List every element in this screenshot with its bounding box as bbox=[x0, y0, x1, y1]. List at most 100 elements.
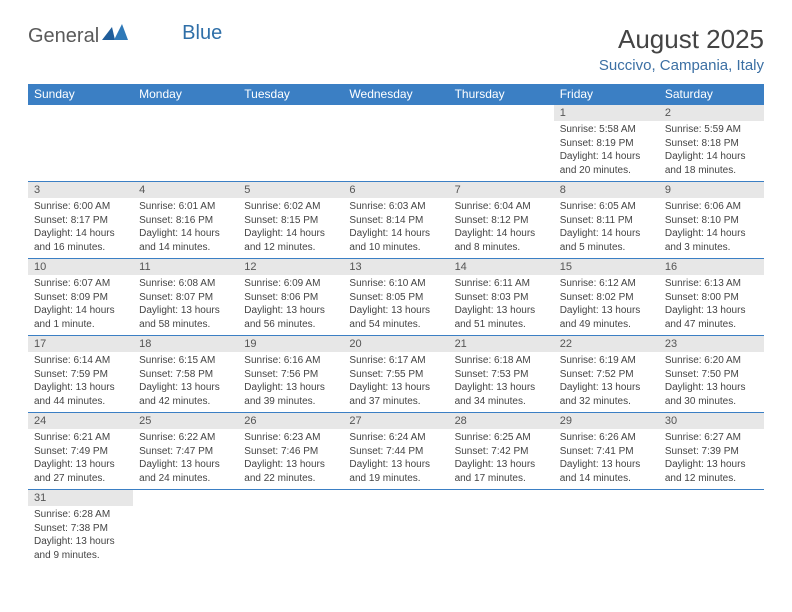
day-detail-cell: Sunrise: 6:23 AMSunset: 7:46 PMDaylight:… bbox=[238, 429, 343, 490]
day-detail-line: Sunrise: 6:23 AM bbox=[244, 431, 337, 445]
day-detail-line: and 14 minutes. bbox=[560, 472, 653, 486]
day-detail-line: Sunrise: 6:03 AM bbox=[349, 200, 442, 214]
day-detail-line: Sunrise: 5:59 AM bbox=[665, 123, 758, 137]
day-detail-line: and 14 minutes. bbox=[139, 241, 232, 255]
day-detail-cell: Sunrise: 6:24 AMSunset: 7:44 PMDaylight:… bbox=[343, 429, 448, 490]
day-detail-line: Sunset: 7:46 PM bbox=[244, 445, 337, 459]
logo-text-2: Blue bbox=[182, 22, 222, 45]
day-detail-line: and 44 minutes. bbox=[34, 395, 127, 409]
week-daynum-row: 3456789 bbox=[28, 182, 764, 199]
day-detail-line: Sunset: 7:47 PM bbox=[139, 445, 232, 459]
day-detail-line: Daylight: 14 hours bbox=[139, 227, 232, 241]
day-detail-line: Sunrise: 6:11 AM bbox=[455, 277, 548, 291]
day-detail-line: Sunrise: 6:12 AM bbox=[560, 277, 653, 291]
day-detail-line: Daylight: 13 hours bbox=[139, 304, 232, 318]
day-number-cell: 24 bbox=[28, 413, 133, 430]
day-number-cell: 4 bbox=[133, 182, 238, 199]
day-detail-line: Daylight: 13 hours bbox=[455, 304, 548, 318]
day-detail-cell: Sunrise: 6:20 AMSunset: 7:50 PMDaylight:… bbox=[659, 352, 764, 413]
day-detail-line: Sunrise: 6:22 AM bbox=[139, 431, 232, 445]
day-detail-line: Sunrise: 6:20 AM bbox=[665, 354, 758, 368]
day-detail-line: and 12 minutes. bbox=[665, 472, 758, 486]
day-detail-cell: Sunrise: 6:22 AMSunset: 7:47 PMDaylight:… bbox=[133, 429, 238, 490]
day-number-cell: 9 bbox=[659, 182, 764, 199]
day-number-cell: 25 bbox=[133, 413, 238, 430]
title-block: August 2025 Succivo, Campania, Italy bbox=[599, 24, 764, 74]
day-detail-line: and 37 minutes. bbox=[349, 395, 442, 409]
day-detail-line: Sunrise: 6:06 AM bbox=[665, 200, 758, 214]
day-detail-cell: Sunrise: 6:08 AMSunset: 8:07 PMDaylight:… bbox=[133, 275, 238, 336]
day-detail-cell bbox=[238, 506, 343, 566]
day-number-cell: 27 bbox=[343, 413, 448, 430]
day-number-cell bbox=[133, 105, 238, 122]
day-detail-line: Sunrise: 6:18 AM bbox=[455, 354, 548, 368]
day-detail-line: Sunset: 8:18 PM bbox=[665, 137, 758, 151]
day-detail-line: Sunrise: 6:09 AM bbox=[244, 277, 337, 291]
day-number-cell bbox=[133, 490, 238, 507]
day-detail-line: and 3 minutes. bbox=[665, 241, 758, 255]
day-detail-cell: Sunrise: 6:14 AMSunset: 7:59 PMDaylight:… bbox=[28, 352, 133, 413]
day-detail-line: Sunset: 7:42 PM bbox=[455, 445, 548, 459]
day-number-cell: 26 bbox=[238, 413, 343, 430]
day-detail-line: Daylight: 13 hours bbox=[665, 381, 758, 395]
day-detail-line: Sunrise: 6:08 AM bbox=[139, 277, 232, 291]
day-detail-line: Daylight: 14 hours bbox=[349, 227, 442, 241]
day-detail-line: Sunset: 8:05 PM bbox=[349, 291, 442, 305]
day-detail-cell: Sunrise: 6:03 AMSunset: 8:14 PMDaylight:… bbox=[343, 198, 448, 259]
day-detail-line: Sunrise: 6:16 AM bbox=[244, 354, 337, 368]
day-number-cell: 3 bbox=[28, 182, 133, 199]
day-detail-line: Daylight: 13 hours bbox=[349, 381, 442, 395]
day-number-cell: 19 bbox=[238, 336, 343, 353]
day-detail-line: Daylight: 13 hours bbox=[349, 458, 442, 472]
day-detail-line: Sunset: 7:39 PM bbox=[665, 445, 758, 459]
day-detail-line: Sunrise: 6:02 AM bbox=[244, 200, 337, 214]
day-detail-cell: Sunrise: 6:16 AMSunset: 7:56 PMDaylight:… bbox=[238, 352, 343, 413]
day-number-cell: 17 bbox=[28, 336, 133, 353]
day-number-cell: 31 bbox=[28, 490, 133, 507]
day-detail-line: and 32 minutes. bbox=[560, 395, 653, 409]
day-detail-line: and 20 minutes. bbox=[560, 164, 653, 178]
week-detail-row: Sunrise: 6:28 AMSunset: 7:38 PMDaylight:… bbox=[28, 506, 764, 566]
day-detail-line: Sunrise: 6:19 AM bbox=[560, 354, 653, 368]
day-detail-line: Sunrise: 6:01 AM bbox=[139, 200, 232, 214]
day-detail-line: Daylight: 14 hours bbox=[560, 150, 653, 164]
day-number-cell: 12 bbox=[238, 259, 343, 276]
day-detail-line: Sunset: 8:14 PM bbox=[349, 214, 442, 228]
day-number-cell bbox=[449, 490, 554, 507]
page-title: August 2025 bbox=[599, 24, 764, 55]
day-detail-line: Daylight: 13 hours bbox=[244, 381, 337, 395]
day-detail-line: Sunrise: 6:10 AM bbox=[349, 277, 442, 291]
day-number-cell bbox=[343, 105, 448, 122]
day-detail-line: Sunrise: 6:26 AM bbox=[560, 431, 653, 445]
day-detail-line: Sunset: 7:41 PM bbox=[560, 445, 653, 459]
day-detail-cell bbox=[133, 121, 238, 182]
day-detail-cell: Sunrise: 6:06 AMSunset: 8:10 PMDaylight:… bbox=[659, 198, 764, 259]
day-detail-line: Sunset: 8:16 PM bbox=[139, 214, 232, 228]
day-number-cell bbox=[554, 490, 659, 507]
day-detail-line: Daylight: 13 hours bbox=[455, 458, 548, 472]
day-detail-line: and 10 minutes. bbox=[349, 241, 442, 255]
day-detail-line: and 47 minutes. bbox=[665, 318, 758, 332]
week-detail-row: Sunrise: 6:00 AMSunset: 8:17 PMDaylight:… bbox=[28, 198, 764, 259]
col-monday: Monday bbox=[133, 84, 238, 105]
day-detail-line: Sunset: 7:52 PM bbox=[560, 368, 653, 382]
day-detail-line: Daylight: 14 hours bbox=[455, 227, 548, 241]
day-detail-line: Daylight: 13 hours bbox=[349, 304, 442, 318]
day-detail-line: and 17 minutes. bbox=[455, 472, 548, 486]
day-detail-line: and 49 minutes. bbox=[560, 318, 653, 332]
day-detail-line: and 30 minutes. bbox=[665, 395, 758, 409]
col-thursday: Thursday bbox=[449, 84, 554, 105]
day-detail-line: and 12 minutes. bbox=[244, 241, 337, 255]
day-detail-cell: Sunrise: 6:19 AMSunset: 7:52 PMDaylight:… bbox=[554, 352, 659, 413]
day-number-cell bbox=[449, 105, 554, 122]
day-number-cell: 5 bbox=[238, 182, 343, 199]
day-detail-line: Sunset: 8:12 PM bbox=[455, 214, 548, 228]
day-detail-line: Sunset: 8:00 PM bbox=[665, 291, 758, 305]
logo-text-1: General bbox=[28, 25, 99, 48]
day-detail-cell: Sunrise: 6:04 AMSunset: 8:12 PMDaylight:… bbox=[449, 198, 554, 259]
col-tuesday: Tuesday bbox=[238, 84, 343, 105]
day-detail-cell bbox=[659, 506, 764, 566]
day-detail-cell: Sunrise: 6:26 AMSunset: 7:41 PMDaylight:… bbox=[554, 429, 659, 490]
day-detail-cell: Sunrise: 6:17 AMSunset: 7:55 PMDaylight:… bbox=[343, 352, 448, 413]
day-number-cell bbox=[659, 490, 764, 507]
